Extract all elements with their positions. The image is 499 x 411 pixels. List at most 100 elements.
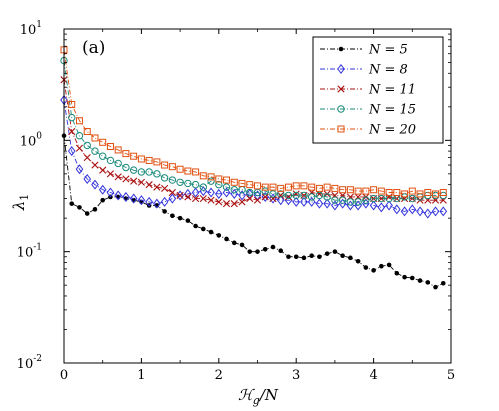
data-point	[145, 181, 153, 189]
data-point	[301, 255, 307, 261]
y-tick-label: 100	[20, 131, 43, 149]
data-point	[385, 200, 393, 211]
data-point	[122, 175, 130, 183]
data-point	[176, 178, 184, 186]
data-point	[331, 196, 339, 204]
data-point	[431, 206, 440, 217]
data-point	[153, 198, 161, 209]
data-point	[98, 184, 107, 195]
data-point	[238, 198, 246, 206]
data-point	[300, 191, 308, 200]
data-point	[83, 153, 91, 162]
y-tick-label: 10-1	[17, 243, 42, 261]
data-point	[215, 175, 223, 183]
data-point	[307, 193, 316, 201]
data-point	[214, 188, 223, 199]
data-point	[315, 198, 324, 209]
data-point	[77, 205, 82, 210]
data-point	[308, 183, 316, 191]
data-point	[191, 187, 200, 198]
data-point	[371, 268, 376, 273]
data-point	[425, 280, 431, 285]
data-point	[277, 184, 285, 192]
data-point	[354, 187, 362, 195]
data-point	[402, 274, 407, 280]
plot-frame	[63, 28, 452, 364]
data-point	[277, 190, 285, 198]
data-point	[216, 233, 222, 238]
legend-label: N = 15	[368, 103, 416, 118]
data-point	[153, 170, 161, 178]
data-point	[99, 138, 107, 146]
data-point	[106, 187, 115, 198]
data-point	[408, 194, 416, 203]
data-point	[199, 172, 207, 180]
data-point	[91, 161, 99, 169]
series-line	[63, 79, 444, 205]
data-point	[400, 194, 409, 203]
y-tick-label: 10-2	[17, 354, 42, 372]
legend-label: N = 20	[368, 123, 416, 138]
data-point	[184, 167, 192, 175]
data-point	[99, 152, 107, 160]
data-point	[423, 208, 432, 219]
data-point	[130, 152, 138, 160]
data-point	[410, 275, 415, 281]
data-point	[185, 218, 191, 223]
data-point	[207, 177, 215, 185]
legend-marker	[338, 46, 344, 52]
data-point	[137, 155, 145, 163]
data-point	[408, 204, 417, 215]
data-point	[67, 146, 76, 157]
data-point	[377, 187, 385, 195]
data-point	[315, 191, 324, 200]
data-point	[332, 249, 338, 254]
data-point	[369, 194, 378, 203]
data-point	[176, 191, 184, 200]
data-point	[362, 187, 370, 195]
data-point	[377, 202, 386, 213]
data-point	[215, 198, 223, 206]
data-point	[222, 200, 231, 208]
data-point	[230, 200, 238, 208]
data-point	[184, 179, 192, 188]
data-point	[315, 184, 323, 192]
data-point	[193, 223, 198, 229]
x-tick-label: 1	[137, 368, 145, 383]
data-point	[177, 215, 183, 221]
data-point	[130, 177, 138, 185]
legend-marker	[337, 63, 345, 75]
data-point	[292, 196, 301, 207]
panel-label: (a)	[82, 38, 105, 58]
data-point	[137, 195, 146, 206]
data-point	[323, 183, 331, 191]
data-point	[309, 253, 314, 258]
data-point	[153, 183, 161, 191]
data-point	[207, 187, 215, 198]
data-point	[83, 128, 91, 136]
data-point	[162, 209, 167, 214]
data-point	[184, 188, 192, 199]
data-point	[91, 134, 99, 142]
data-point	[230, 186, 238, 194]
data-point	[222, 183, 231, 191]
data-point	[222, 187, 231, 198]
data-point	[424, 188, 432, 196]
data-point	[223, 176, 231, 184]
data-point	[386, 262, 392, 268]
data-point	[114, 173, 122, 181]
data-point	[129, 166, 138, 174]
data-point	[239, 242, 245, 248]
data-point	[215, 180, 223, 189]
data-point	[323, 198, 331, 209]
data-point	[293, 254, 299, 260]
data-point	[261, 187, 269, 195]
data-point	[137, 168, 146, 176]
data-point	[184, 193, 192, 201]
data-point	[160, 196, 169, 207]
data-point	[440, 280, 446, 286]
data-point	[199, 194, 207, 203]
data-point	[346, 186, 354, 194]
data-point	[114, 159, 122, 168]
data-point	[106, 143, 114, 151]
